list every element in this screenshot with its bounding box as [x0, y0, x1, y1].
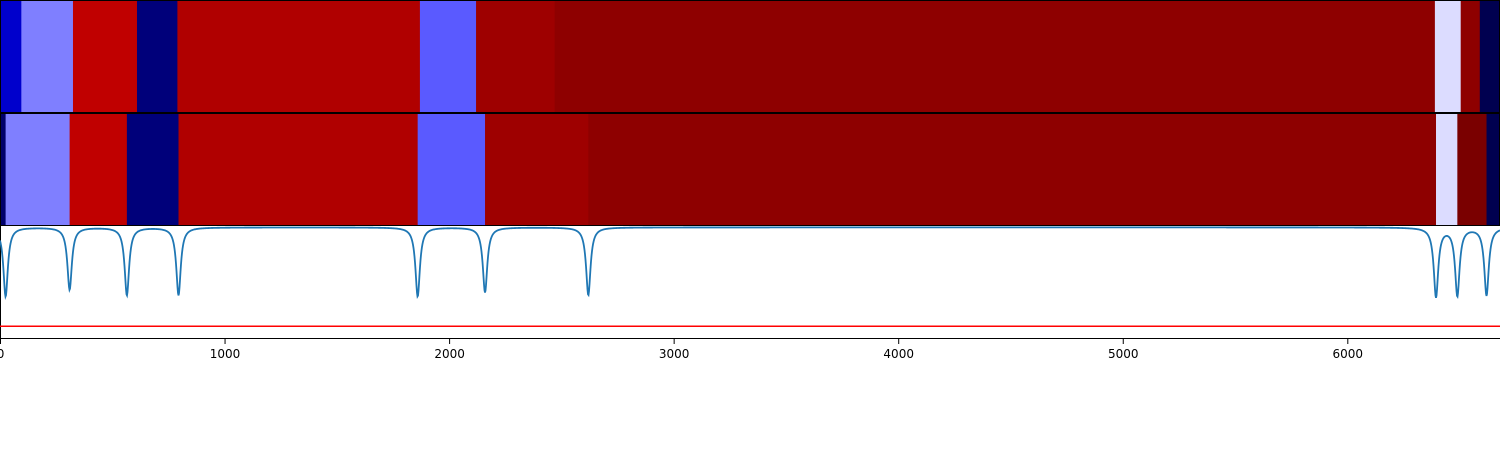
track-1-segment-8 [554, 1, 1436, 112]
track-1-segment-2 [21, 1, 74, 112]
track-2-segment-7 [485, 114, 589, 225]
x-tick-label-3000: 3000 [659, 347, 690, 361]
signal-series-line [0, 226, 1500, 300]
track-1-segment-3 [72, 1, 138, 112]
signal-axes [0, 226, 1500, 339]
x-tick-label-2000: 2000 [434, 347, 465, 361]
heatmap-track-2 [0, 114, 1500, 225]
track-1-segment-7 [476, 1, 556, 112]
track-2-segment-2 [5, 114, 71, 225]
track-1-segment-4 [136, 1, 178, 112]
track-2-segment-11 [1486, 114, 1500, 225]
track-1-segment-1 [0, 1, 22, 112]
track-1-segment-5 [177, 1, 421, 112]
track-2-segment-4 [126, 114, 180, 225]
track-2-segment-10 [1457, 114, 1488, 225]
track-2-segment-3 [69, 114, 128, 225]
track-1-segment-11 [1479, 1, 1500, 112]
x-tick-label-1000: 1000 [210, 347, 241, 361]
track-2-segment-5 [178, 114, 419, 225]
heatmap-track-1 [0, 1, 1500, 112]
track-1-segment-6 [419, 1, 477, 112]
track-2-segment-1 [0, 114, 7, 225]
track-2-segment-9 [1436, 114, 1458, 225]
x-tick-label-4000: 4000 [883, 347, 914, 361]
x-tick-label-6000: 6000 [1333, 347, 1364, 361]
track-1-segment-9 [1434, 1, 1462, 112]
x-axis-ticks: 0 1000 2000 3000 4000 5000 6000 [0, 339, 1363, 361]
track-1-segment-10 [1460, 1, 1481, 112]
track-2-segment-8 [588, 114, 1437, 225]
x-tick-label-5000: 5000 [1108, 347, 1139, 361]
x-tick-label-0: 0 [0, 347, 4, 361]
track-2-segment-6 [417, 114, 486, 225]
